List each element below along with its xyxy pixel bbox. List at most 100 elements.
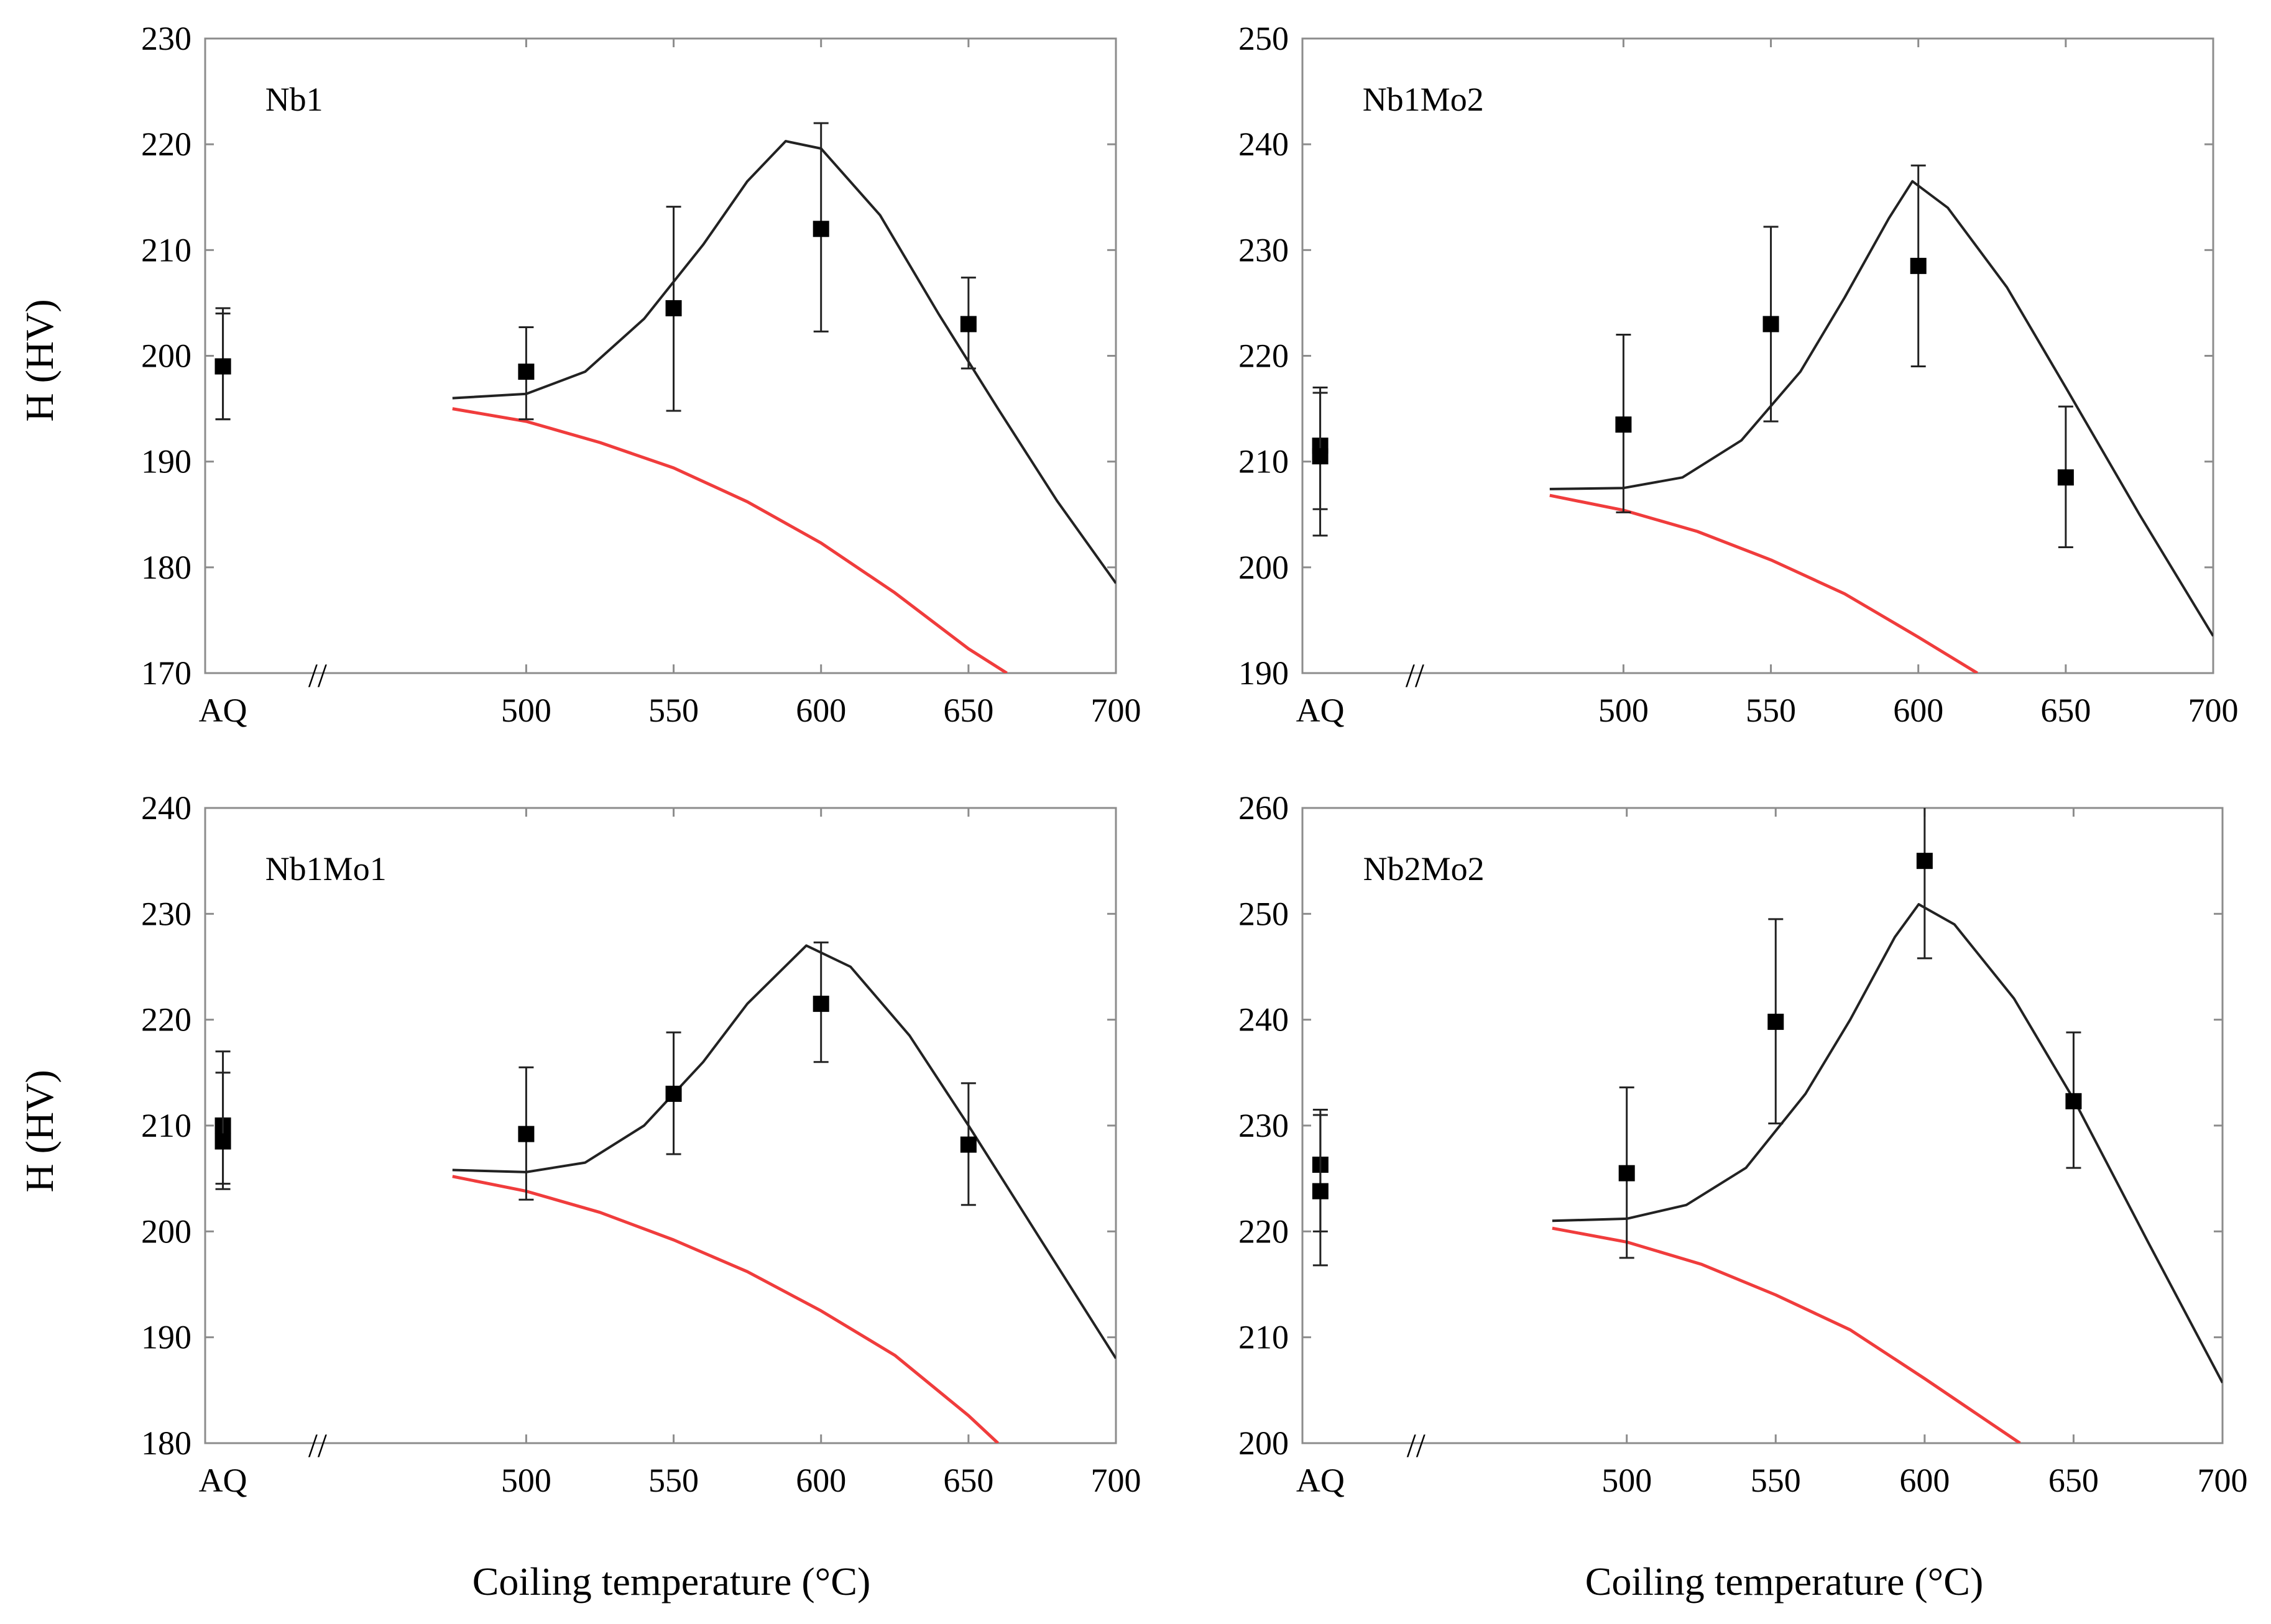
y-tick-label: 230 xyxy=(1238,231,1289,268)
x-tick-label: 700 xyxy=(1091,692,1141,729)
y-tick-label: 210 xyxy=(1238,1319,1289,1356)
y-tick-label: 180 xyxy=(141,549,191,586)
data-point xyxy=(518,1126,535,1142)
data-point xyxy=(1910,257,1927,274)
y-tick-label: 230 xyxy=(141,20,191,57)
data-point xyxy=(1767,1014,1784,1030)
aq-data-point xyxy=(214,358,231,375)
model-curve-peak xyxy=(1552,903,2223,1383)
y-tick-label: 250 xyxy=(1238,895,1289,932)
y-tick-label: 170 xyxy=(141,654,191,692)
model-curve-peak xyxy=(452,944,1116,1359)
model-curve-peak xyxy=(1549,180,2213,637)
y-tick-label: 210 xyxy=(1238,443,1289,480)
y-tick-label: 210 xyxy=(141,231,191,268)
panel-title: Nb1Mo2 xyxy=(1363,81,1484,118)
aq-data-point xyxy=(214,1133,231,1150)
y-tick-label: 250 xyxy=(1238,20,1289,57)
y-tick-label: 210 xyxy=(141,1107,191,1144)
data-point xyxy=(518,364,535,380)
data-point xyxy=(813,221,829,237)
panel-nb1mo2: 190 200 210 220 230 240 250 AQ 500 550 600 650 700 //… xyxy=(1238,20,2239,729)
panel-nb1: 170 180 190 200 210 220 230 AQ 500 550 600 650 700 //… xyxy=(141,20,1141,729)
plot-frame xyxy=(204,807,1117,1444)
x-tick-label: 500 xyxy=(1598,692,1649,729)
data-point xyxy=(1762,316,1779,333)
y-tick-label: 200 xyxy=(1238,549,1289,586)
y-tick-label: 220 xyxy=(141,126,191,163)
data-point xyxy=(960,316,977,333)
y-tick-label: 220 xyxy=(141,1001,191,1039)
y-tick-label: 240 xyxy=(141,789,191,827)
x-tick-label: 650 xyxy=(943,1462,993,1499)
x-tick-label: 600 xyxy=(796,1462,846,1499)
axis-break-mark: // xyxy=(308,1427,327,1464)
y-tick-label: 200 xyxy=(141,337,191,375)
x-tick-label: 550 xyxy=(1746,692,1796,729)
data-point xyxy=(665,300,682,316)
x-tick-label-aq: AQ xyxy=(199,1462,247,1499)
x-tick-label: 700 xyxy=(1091,1462,1141,1499)
x-tick-label: 650 xyxy=(2048,1462,2099,1499)
data-point xyxy=(665,1085,682,1102)
x-tick-label: 500 xyxy=(501,1462,551,1499)
data-point xyxy=(1618,1165,1635,1181)
y-axis-label-bottom: H (HV) xyxy=(17,1070,62,1192)
x-axis-label-left: Coiling temperature (°C) xyxy=(472,1559,871,1603)
model-curve-base xyxy=(1552,1226,2021,1443)
y-tick-label: 230 xyxy=(141,895,191,932)
x-tick-label: 600 xyxy=(796,692,846,729)
x-tick-label: 550 xyxy=(648,1462,699,1499)
y-tick-label: 260 xyxy=(1238,789,1289,827)
model-curve-base xyxy=(452,407,1008,673)
data-point xyxy=(960,1136,977,1153)
x-tick-label: 600 xyxy=(1893,692,1943,729)
y-tick-label: 190 xyxy=(1238,654,1289,692)
axis-break-mark: // xyxy=(1406,657,1424,694)
data-point xyxy=(2065,1093,2082,1109)
aq-data-point xyxy=(1312,1183,1329,1200)
x-tick-label-aq: AQ xyxy=(1296,692,1345,729)
panel-title: Nb2Mo2 xyxy=(1363,850,1485,888)
model-curve-base xyxy=(452,1175,1000,1443)
data-point xyxy=(2057,469,2074,486)
panel-title: Nb1Mo1 xyxy=(265,850,387,888)
data-point xyxy=(813,996,829,1012)
axis-break-mark: // xyxy=(308,657,327,694)
plot-frame xyxy=(1301,37,2214,674)
panel-nb1mo1: 180 190 200 210 220 230 240 AQ 500 550 600 650 700 //… xyxy=(141,789,1141,1499)
y-axis-label-top: H (HV) xyxy=(17,299,62,421)
aq-data-point xyxy=(1312,448,1329,465)
y-tick-label: 190 xyxy=(141,443,191,480)
y-tick-label: 240 xyxy=(1238,1001,1289,1039)
data-point xyxy=(1615,416,1632,433)
y-tick-label: 200 xyxy=(141,1213,191,1250)
x-tick-label: 650 xyxy=(2040,692,2091,729)
y-tick-label: 230 xyxy=(1238,1107,1289,1144)
y-tick-label: 180 xyxy=(141,1424,191,1462)
x-tick-label: 500 xyxy=(501,692,551,729)
panel-nb2mo2: 200 210 220 230 240 250 260 AQ 500 550 600 650 700 //… xyxy=(1238,789,2248,1499)
x-tick-label: 700 xyxy=(2188,692,2239,729)
x-tick-label: 550 xyxy=(648,692,699,729)
x-tick-label: 600 xyxy=(1899,1462,1950,1499)
plot-frame xyxy=(204,37,1117,674)
y-tick-label: 200 xyxy=(1238,1424,1289,1462)
panel-title: Nb1 xyxy=(265,81,323,118)
x-axis-label-right: Coiling temperature (°C) xyxy=(1585,1559,1984,1603)
y-tick-label: 220 xyxy=(1238,337,1289,375)
x-tick-label: 650 xyxy=(943,692,993,729)
x-tick-label-aq: AQ xyxy=(1296,1462,1345,1499)
x-tick-label: 500 xyxy=(1601,1462,1652,1499)
axis-break-mark: // xyxy=(1407,1427,1426,1464)
model-curve-base xyxy=(1549,493,1978,673)
y-tick-label: 220 xyxy=(1238,1213,1289,1250)
model-curve-peak xyxy=(452,140,1116,584)
plot-frame xyxy=(1301,807,2224,1444)
x-tick-label-aq: AQ xyxy=(199,692,247,729)
y-tick-label: 190 xyxy=(141,1319,191,1356)
x-tick-label: 550 xyxy=(1751,1462,1801,1499)
x-tick-label: 700 xyxy=(2198,1462,2248,1499)
data-point xyxy=(1916,853,1933,869)
